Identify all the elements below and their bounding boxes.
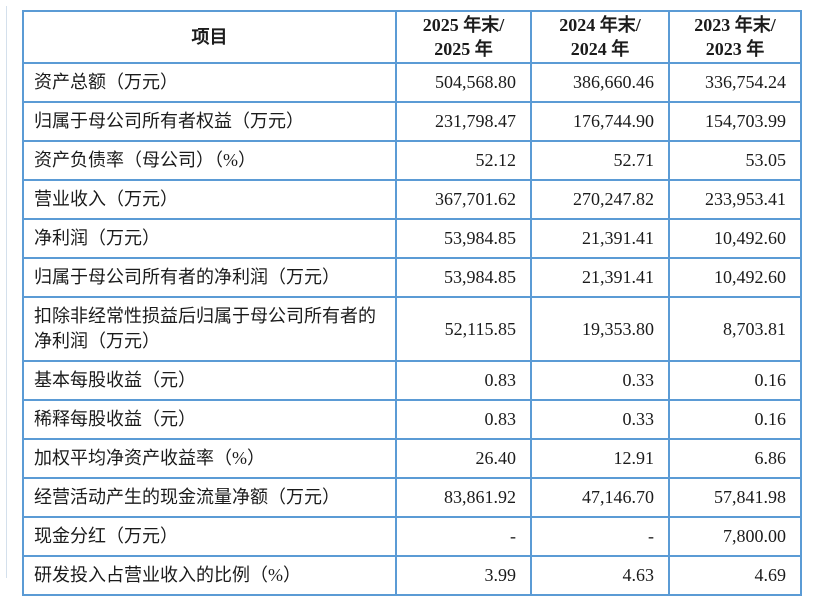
table-row-diluted-eps: 稀释每股收益（元） 0.83 0.33 0.16 [22,399,802,440]
value-2025: 26.40 [395,438,532,479]
col-header-item: 项目 [22,10,397,64]
table-row-total-assets: 资产总额（万元） 504,568.80 386,660.46 336,754.2… [22,62,802,103]
col-header-2024-line2: 2024 年 [570,39,630,59]
row-label: 加权平均净资产收益率（%） [22,438,397,479]
value-2025: 0.83 [395,399,532,440]
value-2024: 270,247.82 [530,179,670,220]
table-row-operating-cash-flow: 经营活动产生的现金流量净额（万元） 83,861.92 47,146.70 57… [22,477,802,518]
col-header-2025: 2025 年末/ 2025 年 [395,10,532,64]
value-2024: 4.63 [530,555,670,596]
value-2023: 154,703.99 [668,101,802,142]
left-edge-line [6,6,7,578]
row-label: 扣除非经常性损益后归属于母公司所有者的净利润（万元） [22,296,397,362]
value-2025: 504,568.80 [395,62,532,103]
value-2025: 83,861.92 [395,477,532,518]
table-row-non-recurring-net-profit: 扣除非经常性损益后归属于母公司所有者的净利润（万元） 52,115.85 19,… [22,296,802,362]
header-row: 项目 2025 年末/ 2025 年 2024 年末/ 2024 年 2023 … [22,10,802,64]
value-2024: 21,391.41 [530,257,670,298]
value-2024: 386,660.46 [530,62,670,103]
value-2025: 52.12 [395,140,532,181]
financial-summary-table: 项目 2025 年末/ 2025 年 2024 年末/ 2024 年 2023 … [22,10,802,596]
value-2025: 52,115.85 [395,296,532,362]
value-2024: 12.91 [530,438,670,479]
row-label: 经营活动产生的现金流量净额（万元） [22,477,397,518]
col-header-2024-line1: 2024 年末/ [559,15,641,35]
value-2024: 0.33 [530,360,670,401]
value-2023: 8,703.81 [668,296,802,362]
value-2023: 0.16 [668,360,802,401]
table-row-revenue: 营业收入（万元） 367,701.62 270,247.82 233,953.4… [22,179,802,220]
value-2025: 0.83 [395,360,532,401]
value-2024: - [530,516,670,557]
value-2023: 0.16 [668,399,802,440]
col-header-2025-line2: 2025 年 [434,39,493,59]
value-2024: 47,146.70 [530,477,670,518]
value-2023: 336,754.24 [668,62,802,103]
value-2025: 53,984.85 [395,257,532,298]
value-2023: 53.05 [668,140,802,181]
table-row-basic-eps: 基本每股收益（元） 0.83 0.33 0.16 [22,360,802,401]
table-row-rd-ratio: 研发投入占营业收入的比例（%） 3.99 4.63 4.69 [22,555,802,596]
value-2023: 233,953.41 [668,179,802,220]
value-2024: 176,744.90 [530,101,670,142]
value-2024: 0.33 [530,399,670,440]
value-2025: - [395,516,532,557]
table-row-parent-equity: 归属于母公司所有者权益（万元） 231,798.47 176,744.90 15… [22,101,802,142]
value-2023: 6.86 [668,438,802,479]
value-2023: 57,841.98 [668,477,802,518]
table-row-debt-ratio: 资产负债率（母公司）（%） 52.12 52.71 53.05 [22,140,802,181]
value-2024: 52.71 [530,140,670,181]
value-2025: 53,984.85 [395,218,532,259]
row-label: 归属于母公司所有者权益（万元） [22,101,397,142]
row-label: 营业收入（万元） [22,179,397,220]
row-label: 研发投入占营业收入的比例（%） [22,555,397,596]
row-label: 稀释每股收益（元） [22,399,397,440]
col-header-2023-line2: 2023 年 [705,39,765,59]
value-2025: 367,701.62 [395,179,532,220]
value-2024: 21,391.41 [530,218,670,259]
table-row-parent-net-profit: 归属于母公司所有者的净利润（万元） 53,984.85 21,391.41 10… [22,257,802,298]
value-2025: 231,798.47 [395,101,532,142]
table-row-weighted-roe: 加权平均净资产收益率（%） 26.40 12.91 6.86 [22,438,802,479]
row-label: 归属于母公司所有者的净利润（万元） [22,257,397,298]
row-label: 净利润（万元） [22,218,397,259]
value-2025: 3.99 [395,555,532,596]
value-2023: 10,492.60 [668,218,802,259]
value-2023: 7,800.00 [668,516,802,557]
table-row-net-profit: 净利润（万元） 53,984.85 21,391.41 10,492.60 [22,218,802,259]
row-label: 资产负债率（母公司）（%） [22,140,397,181]
col-header-2023: 2023 年末/ 2023 年 [668,10,802,64]
col-header-2024: 2024 年末/ 2024 年 [530,10,670,64]
row-label: 现金分红（万元） [22,516,397,557]
row-label: 资产总额（万元） [22,62,397,103]
table-row-cash-dividend: 现金分红（万元） - - 7,800.00 [22,516,802,557]
col-header-2023-line1: 2023 年末/ [694,15,776,35]
row-label: 基本每股收益（元） [22,360,397,401]
value-2023: 10,492.60 [668,257,802,298]
value-2024: 19,353.80 [530,296,670,362]
value-2023: 4.69 [668,555,802,596]
col-header-2025-line1: 2025 年末/ [422,15,505,35]
